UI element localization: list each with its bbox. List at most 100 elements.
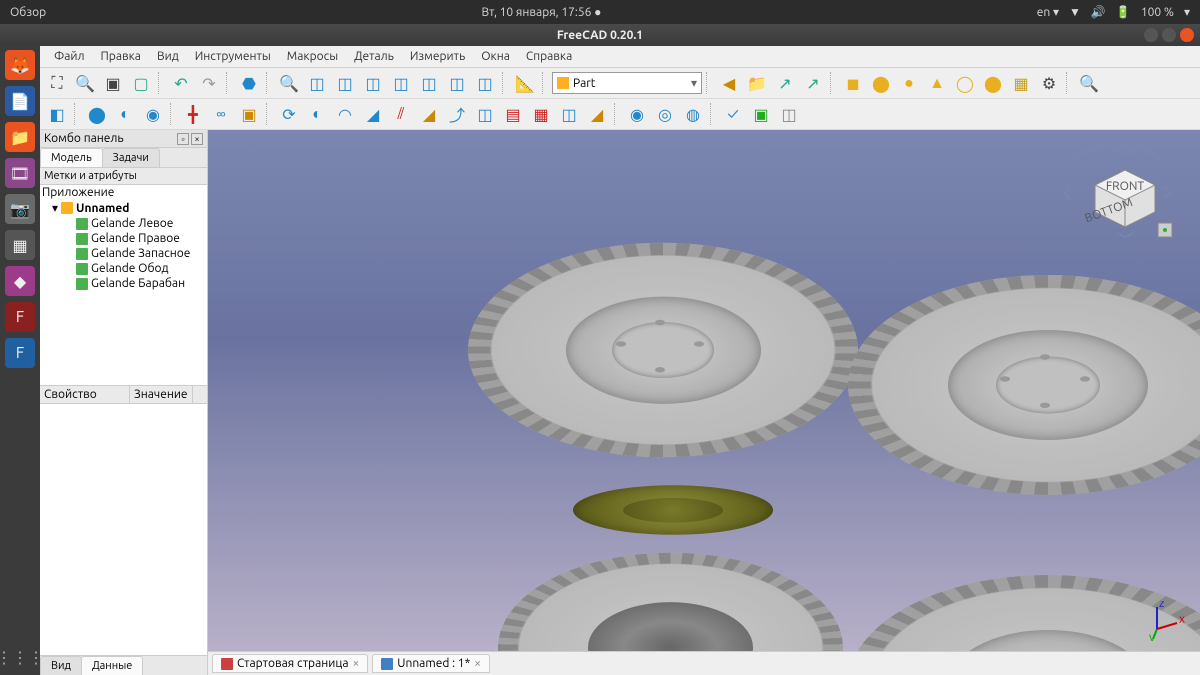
tree-item: Gelande Правое [40, 231, 207, 246]
menu-macros[interactable]: Макросы [281, 48, 344, 65]
common-icon[interactable]: ◉ [140, 101, 166, 127]
cube-icon[interactable]: ◼ [840, 70, 866, 96]
ruled-icon[interactable]: ⫽ [388, 101, 414, 127]
menu-edit[interactable]: Правка [95, 48, 147, 65]
dock-freecad-icon[interactable]: F [5, 302, 35, 332]
property-header: Свойство Значение [40, 385, 207, 404]
attach-icon[interactable]: ◫ [776, 101, 802, 127]
tab-data[interactable]: Данные [81, 656, 143, 675]
doctab-unnamed[interactable]: Unnamed : 1* × [372, 654, 490, 673]
fuse-icon[interactable]: ⬤ [84, 101, 110, 127]
view-top-icon[interactable]: ◫ [332, 70, 358, 96]
iso-icon[interactable]: ⬣ [236, 70, 262, 96]
axis-icon[interactable]: ╋ [180, 101, 206, 127]
view-left-icon[interactable]: ◫ [444, 70, 470, 96]
link-go2-icon[interactable]: ↗ [800, 70, 826, 96]
sel-back-icon[interactable]: ◀ [716, 70, 742, 96]
sel-fwd-icon[interactable]: 📁 [744, 70, 770, 96]
fillet-icon[interactable]: ◠ [332, 101, 358, 127]
sphere-icon[interactable]: ● [896, 70, 922, 96]
menu-part[interactable]: Деталь [348, 48, 400, 65]
dock-files-icon[interactable]: 📄 [5, 86, 35, 116]
defeature-icon[interactable]: ▣ [748, 101, 774, 127]
offset3d-icon[interactable]: ▦ [528, 101, 554, 127]
tube-icon[interactable]: ⬤ [980, 70, 1006, 96]
mirror-icon[interactable]: ◐ [304, 101, 330, 127]
workbench-selector[interactable]: Part [552, 72, 702, 94]
power-icon[interactable]: ▾ [1184, 5, 1190, 19]
link-icon[interactable]: ∞ [208, 101, 234, 127]
panel-close-icon[interactable]: × [191, 133, 203, 145]
menu-windows[interactable]: Окна [475, 48, 516, 65]
navigation-cube[interactable]: FRONT BOTTOM [1060, 145, 1175, 240]
view-right-icon[interactable]: ◫ [360, 70, 386, 96]
close-icon[interactable]: × [474, 657, 481, 670]
dock-calc-icon[interactable]: ▦ [5, 230, 35, 260]
close-button[interactable] [1180, 28, 1194, 42]
menu-file[interactable]: Файл [48, 48, 91, 65]
tab-view[interactable]: Вид [40, 656, 82, 675]
zoom-fit-icon[interactable]: 🔍 [276, 70, 302, 96]
minimize-button[interactable] [1144, 28, 1158, 42]
chamfer-icon[interactable]: ◢ [360, 101, 386, 127]
view-front-icon[interactable]: ◫ [304, 70, 330, 96]
menu-measure[interactable]: Измерить [404, 48, 471, 65]
cylinder-icon[interactable]: ⬤ [868, 70, 894, 96]
dock-freecad2-icon[interactable]: F [5, 338, 35, 368]
cone-icon[interactable]: ▲ [924, 70, 950, 96]
tab-tasks[interactable]: Задачи [102, 148, 160, 167]
group-icon[interactable]: ▣ [236, 101, 262, 127]
view-iso2-icon[interactable]: ◫ [472, 70, 498, 96]
clock-label[interactable]: Вт, 10 января, 17:56 ● [46, 5, 1037, 19]
dock-video-icon[interactable]: 🎞 [5, 158, 35, 188]
bool3-icon[interactable]: ◍ [680, 101, 706, 127]
dock-apps-icon[interactable]: ⋮⋮⋮ [0, 648, 44, 667]
zoom-icon[interactable]: 🔍 [72, 70, 98, 96]
proj-icon[interactable]: ◢ [584, 101, 610, 127]
dock-nautilus-icon[interactable]: 📁 [5, 122, 35, 152]
battery-icon[interactable]: 🔋 [1116, 5, 1131, 19]
bool2-icon[interactable]: ◎ [652, 101, 678, 127]
measure-icon[interactable]: 📐 [512, 70, 538, 96]
loft-icon[interactable]: ◢ [416, 101, 442, 127]
panel-float-icon[interactable]: ▫ [177, 133, 189, 145]
check-icon[interactable]: ✓ [720, 101, 746, 127]
dock-firefox-icon[interactable]: 🦊 [5, 50, 35, 80]
thickness-icon[interactable]: ◫ [556, 101, 582, 127]
tab-model[interactable]: Модель [40, 148, 103, 167]
view-rear-icon[interactable]: ◫ [388, 70, 414, 96]
draw-style-icon[interactable]: ▣ [100, 70, 126, 96]
extrude-icon[interactable]: ◧ [44, 101, 70, 127]
menu-view[interactable]: Вид [151, 48, 185, 65]
model-tree[interactable]: Приложение ▾ Unnamed Gelande Левое Gelan… [40, 185, 207, 385]
fit-all-icon[interactable]: ⛶ [44, 70, 70, 96]
dock-camera-icon[interactable]: 📷 [5, 194, 35, 224]
search-icon2[interactable]: 🔍 [1076, 70, 1102, 96]
torus-icon[interactable]: ◯ [952, 70, 978, 96]
dock-magenta-icon[interactable]: ◆ [5, 266, 35, 296]
bool-icon[interactable]: ◉ [624, 101, 650, 127]
bbox-icon[interactable]: ▢ [128, 70, 154, 96]
cross-icon[interactable]: ▤ [500, 101, 526, 127]
link-go-icon[interactable]: ↗ [772, 70, 798, 96]
view-bottom-icon[interactable]: ◫ [416, 70, 442, 96]
doctab-start[interactable]: Стартовая страница × [212, 654, 368, 673]
activities-label[interactable]: Обзор [10, 6, 46, 19]
prim-icon[interactable]: ▦ [1008, 70, 1034, 96]
property-grid[interactable] [40, 404, 207, 655]
revolve-icon[interactable]: ⟳ [276, 101, 302, 127]
builder-icon[interactable]: ⚙ [1036, 70, 1062, 96]
maximize-button[interactable] [1162, 28, 1176, 42]
undo-icon[interactable]: ↶ [168, 70, 194, 96]
wifi-icon[interactable]: ▼ [1069, 5, 1081, 19]
redo-icon[interactable]: ↷ [196, 70, 222, 96]
sweep-icon[interactable]: ⤴ [444, 101, 470, 127]
3d-viewport[interactable]: FRONT BOTTOM [208, 130, 1200, 651]
cut-icon[interactable]: ◐ [112, 101, 138, 127]
close-icon[interactable]: × [353, 657, 360, 670]
section-icon[interactable]: ◫ [472, 101, 498, 127]
menu-help[interactable]: Справка [520, 48, 578, 65]
volume-icon[interactable]: 🔊 [1091, 5, 1106, 19]
lang-indicator[interactable]: en ▾ [1037, 5, 1059, 19]
menu-tools[interactable]: Инструменты [189, 48, 277, 65]
